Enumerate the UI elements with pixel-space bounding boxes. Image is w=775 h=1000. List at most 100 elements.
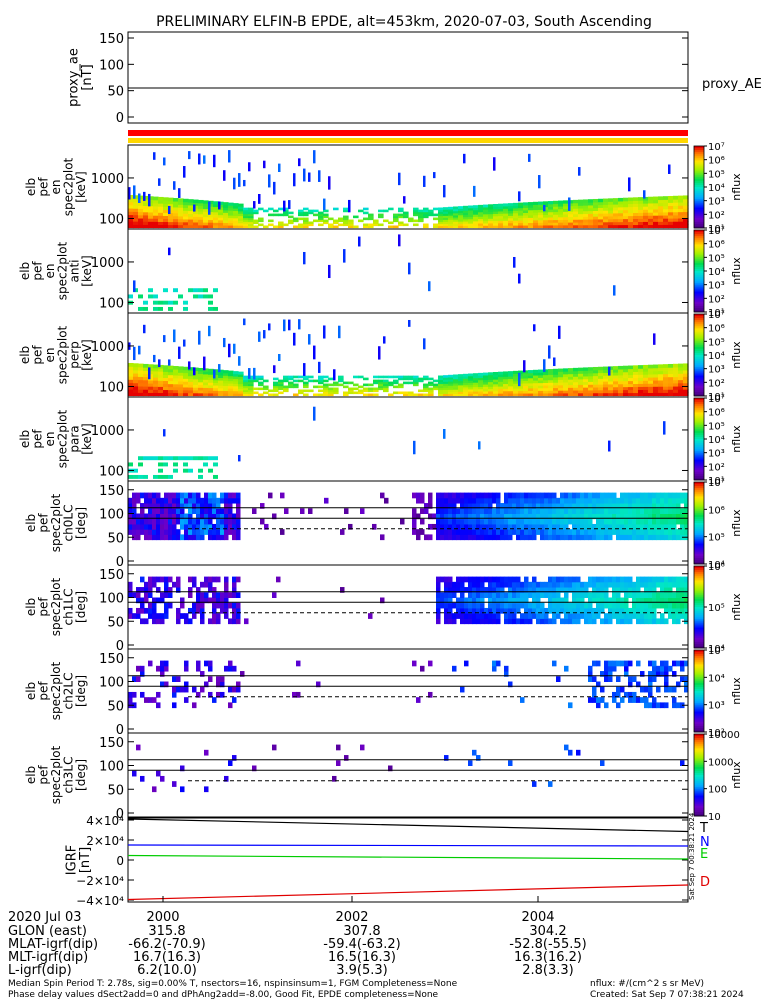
spectro-cell [336,760,341,766]
spectro-cell [616,607,621,614]
spectro-cell [323,325,326,339]
spectro-cell [663,224,669,229]
spectro-cell [216,513,221,520]
spectro-cell [556,676,561,682]
spectro-cell [648,196,654,201]
colorbar-segment [694,373,704,376]
spectro-cell [508,208,514,212]
spectro-cell [413,211,419,215]
spectro-cell [178,372,184,376]
spectro-cell [368,213,374,217]
spectro-cell [443,223,449,227]
spectro-cell [608,618,613,625]
spectro-cell [228,378,234,382]
spectro-cell [652,602,657,609]
spectro-cell [203,200,209,204]
spectro-cell [656,523,661,530]
colorbar-segment [694,537,704,540]
spectro-cell [472,597,477,604]
spectro-cell [173,462,178,467]
spectro-cell [493,203,499,207]
spectro-cell [133,392,139,397]
spectro-cell [228,390,234,394]
colorbar-segment [694,230,704,233]
spectro-cell [198,221,204,226]
spectro-cell [516,587,521,593]
spectro-cell [173,300,178,305]
spectro-cell [464,518,469,525]
spectro-cell [668,376,674,381]
spectro-cell [172,523,177,530]
spectro-cell [333,381,339,385]
spectro-cell [513,207,519,211]
spectro-cell [168,474,173,479]
spectro-cell [140,576,145,583]
spectro-cell [188,503,193,509]
spectro-cell [592,508,597,514]
spectro-cell [458,206,464,209]
spectro-cell [538,387,544,391]
spectro-cell [438,385,444,389]
spectro-cell [616,503,621,509]
spectro-cell [603,378,609,382]
spectro-cell [620,660,625,667]
spectro-cell [452,492,457,499]
colorbar-segment [694,430,704,434]
spectro-cell [492,576,497,583]
spectro-cell [588,204,594,209]
spectro-cell [133,474,138,479]
spectro-cell [438,207,444,211]
spectro-cell [444,587,449,593]
spectro-cell [208,216,214,221]
spectro-cell [278,383,284,387]
spectro-cell [128,697,133,703]
spectro-cell [496,613,501,619]
spectro-cell [580,529,585,535]
spectro-cell [553,382,559,386]
spectro-cell [683,214,689,219]
spectro-cell [192,529,197,535]
spectro-cell [172,686,177,693]
colorbar-segment [694,236,704,239]
spectro-cell [548,492,553,499]
spectro-cell [178,204,184,208]
spectro-cell [684,660,689,667]
spectro-cell [498,381,504,385]
spectro-cell [248,223,254,227]
colorbar-segment [694,619,704,622]
spectro-cell [438,215,444,219]
spectro-cell [663,392,669,397]
footer-row-value: -52.8(-55.5) [509,937,586,952]
spectro-cell [683,366,689,371]
spectro-cell [538,390,544,394]
spectro-cell [628,613,633,619]
spectro-cell [633,386,639,391]
spectro-cell [628,492,633,499]
colorbar-segment [694,486,704,489]
colorbar-segment [694,459,704,463]
spectro-cell [643,371,649,375]
spectro-cell [492,534,497,541]
spectro-cell [213,219,219,223]
colorbar-segment [694,191,704,194]
spectro-cell [218,387,224,391]
spectro-cell [198,392,204,397]
spectro-cell [573,208,579,212]
spectro-cell [483,216,489,219]
spectro-cell [156,523,161,530]
spectro-cell [573,216,579,220]
spectro-cell [560,523,565,530]
colorbar-segment [694,785,704,788]
spectro-cells [128,406,666,479]
spectro-cell [313,213,319,217]
spectro-cell [488,587,493,593]
spectro-cell [608,372,614,376]
spectro-cell [168,371,174,376]
proxy-ae-frame [127,31,689,124]
spectro-cell [198,370,204,375]
spectro-cell [378,209,384,213]
spectro-cell [488,529,493,535]
spectro-cell [564,618,569,625]
spectro-cell [620,607,625,614]
spectro-cell [580,592,585,598]
